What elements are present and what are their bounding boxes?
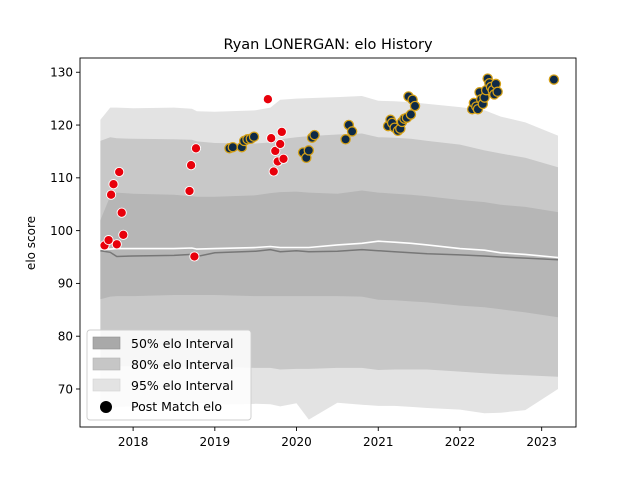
post-match-point xyxy=(114,166,125,178)
legend-label-50: 50% elo Interval xyxy=(131,336,233,351)
legend-marker-post-match xyxy=(100,401,112,413)
legend-label-80: 80% elo Interval xyxy=(131,357,233,372)
band-50-interval xyxy=(100,190,559,318)
post-match-point xyxy=(186,160,197,171)
post-match-point xyxy=(262,94,273,105)
y-axis-ticks: 70 80 90 100 110 120 130 xyxy=(50,66,80,396)
post-match-point xyxy=(303,145,315,156)
x-axis-ticks: 2018 2019 2020 2021 2022 2023 xyxy=(118,427,557,449)
post-match-point xyxy=(548,74,560,85)
post-match-point xyxy=(116,207,127,218)
post-match-point xyxy=(268,166,279,177)
post-match-point xyxy=(248,131,260,142)
trend-lines xyxy=(100,240,559,261)
post-match-point xyxy=(184,185,195,197)
median-elo-line xyxy=(100,240,559,259)
plot-frame xyxy=(79,57,577,428)
y-axis-label: elo score xyxy=(24,216,38,270)
x-tick-label: 2018 xyxy=(118,435,149,449)
y-tick-label: 120 xyxy=(50,118,73,132)
post-match-point xyxy=(270,145,281,156)
post-match-point xyxy=(405,109,417,120)
post-match-points xyxy=(99,73,560,262)
post-match-point xyxy=(227,141,239,153)
post-match-point xyxy=(103,235,114,246)
legend-swatch-95 xyxy=(92,378,121,392)
legend-label-post-match: Post Match elo xyxy=(131,399,222,414)
y-tick-label: 70 xyxy=(58,382,73,396)
y-tick-label: 80 xyxy=(58,330,73,344)
legend-box xyxy=(86,329,252,421)
x-tick-label: 2023 xyxy=(526,435,557,449)
legend: 50% elo Interval 80% elo Interval 95% el… xyxy=(86,329,252,421)
post-match-point xyxy=(111,239,122,250)
legend-label-95: 95% elo Interval xyxy=(131,378,233,393)
post-match-point xyxy=(189,251,200,262)
y-tick-label: 90 xyxy=(58,277,73,291)
post-match-point xyxy=(492,86,503,98)
post-match-point xyxy=(108,179,119,190)
post-match-point xyxy=(278,153,289,164)
post-match-point xyxy=(118,229,129,240)
y-tick-label: 130 xyxy=(50,66,73,80)
post-match-point xyxy=(340,134,351,145)
x-tick-label: 2019 xyxy=(200,435,231,449)
x-tick-label: 2020 xyxy=(281,435,312,449)
legend-swatch-80 xyxy=(92,357,121,371)
post-match-point xyxy=(346,126,358,137)
post-match-point xyxy=(309,129,320,141)
post-match-point xyxy=(276,126,287,137)
mean-elo-line xyxy=(100,248,559,261)
post-match-point xyxy=(409,100,421,112)
post-match-point xyxy=(106,189,117,200)
post-match-point xyxy=(266,133,277,144)
post-match-point xyxy=(275,138,286,150)
y-tick-label: 110 xyxy=(50,171,73,185)
y-tick-label: 100 xyxy=(50,224,73,238)
chart-title: Ryan LONERGAN: elo History xyxy=(223,37,433,53)
post-match-point xyxy=(190,143,202,154)
x-tick-label: 2022 xyxy=(445,435,476,449)
legend-swatch-50 xyxy=(92,336,121,350)
x-tick-label: 2021 xyxy=(363,435,394,449)
